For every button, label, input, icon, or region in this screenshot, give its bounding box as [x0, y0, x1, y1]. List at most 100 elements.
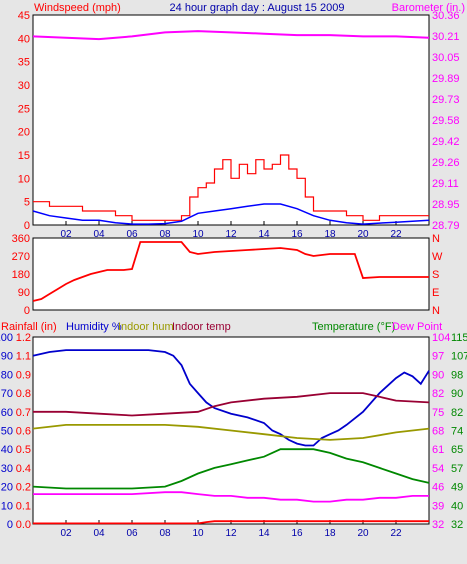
wind-direction-degrees-tick-label: 360: [12, 233, 30, 245]
barometer-tick-label: 30.05: [432, 52, 460, 64]
temperature-outdoor-tick-label: 74: [451, 426, 463, 438]
barometer-tick-label: 29.11: [432, 178, 459, 190]
panel-2-plot-area: [32, 237, 430, 311]
x-tick-label: 18: [324, 528, 336, 539]
temperature-indoor-tick-label: 82: [432, 388, 444, 400]
temperature-indoor-tick-label: 75: [432, 407, 444, 419]
windspeed-axis-label: Windspeed (mph): [34, 2, 121, 14]
wind-direction-degrees-tick-label: 270: [12, 251, 30, 263]
rainfall-tick-label: 0.4: [16, 463, 31, 475]
windspeed-tick-label: 25: [18, 103, 30, 115]
wind-direction-compass-tick-label: W: [432, 251, 443, 263]
temperature-outdoor-tick-label: 40: [451, 500, 463, 512]
barometer-tick-label: 30.36: [432, 10, 460, 22]
temperature-outdoor-tick-label: 82: [451, 407, 463, 419]
indoor-temp-axis-label: Indoor temp: [172, 321, 231, 333]
barometer-tick-label: 28.79: [432, 220, 460, 232]
rainfall-tick-label: 0.6: [16, 426, 31, 438]
temperature-indoor-tick-label: 61: [432, 444, 444, 456]
x-tick-label: 20: [357, 229, 369, 240]
wind-direction-degrees-tick-label: 90: [18, 287, 30, 299]
windspeed-tick-label: 10: [18, 173, 30, 185]
dew-point-line: [33, 491, 429, 503]
barometer-line: [32, 30, 430, 41]
rainfall-tick-label: 0.7: [16, 407, 31, 419]
humidity-tick-label: 70: [1, 388, 13, 400]
temperature-indoor-tick-label: 54: [432, 463, 444, 475]
x-tick-label: 04: [93, 528, 105, 539]
x-tick-label: 10: [192, 229, 204, 240]
x-tick-label: 16: [291, 528, 303, 539]
humidity-tick-label: 100: [0, 332, 13, 344]
temperature-indoor-tick-label: 68: [432, 426, 444, 438]
humidity-tick-label: 40: [1, 444, 13, 456]
barometer-tick-label: 29.58: [432, 115, 460, 127]
windspeed-tick-label: 0: [24, 220, 30, 232]
rainfall-tick-label: 0.2: [16, 482, 31, 494]
windspeed-tick-label: 5: [24, 197, 30, 209]
x-tick-label: 10: [192, 528, 204, 539]
rainfall-axis-label: Rainfall (in): [1, 321, 57, 333]
humidity-tick-label: 10: [1, 500, 13, 512]
temperature-indoor-tick-label: 32: [432, 519, 444, 531]
indoor-temperature-line: [33, 392, 430, 417]
humidity-tick-label: 80: [1, 369, 13, 381]
x-tick-label: 14: [258, 528, 270, 539]
temperature-outdoor-tick-label: 32: [451, 519, 463, 531]
barometer-tick-label: 29.89: [432, 73, 460, 85]
x-tick-label: 12: [225, 528, 237, 539]
temperature-outdoor-tick-label: 98: [451, 369, 463, 381]
temperature-outdoor-tick-label: 115: [451, 332, 467, 344]
dew-point-axis-label: Dew Point: [392, 321, 442, 333]
x-tick-label: 02: [60, 229, 72, 240]
x-tick-label: 18: [324, 229, 336, 240]
humidity-tick-label: 60: [1, 407, 13, 419]
barometer-tick-label: 29.26: [432, 157, 460, 169]
barometer-tick-label: 30.21: [432, 31, 460, 43]
barometer-tick-label: 29.73: [432, 94, 460, 106]
humidity-tick-label: 0: [7, 519, 13, 531]
windspeed-tick-label: 20: [18, 127, 30, 139]
temperature-outdoor-tick-label: 90: [451, 388, 463, 400]
temperature-outdoor-tick-label: 65: [451, 444, 463, 456]
temperature-indoor-tick-label: 46: [432, 482, 444, 494]
rainfall-tick-label: 0.1: [16, 500, 31, 512]
humidity-axis-label: Humidity %: [66, 321, 122, 333]
rainfall-tick-label: 0.0: [16, 519, 31, 531]
windspeed-tick-label: 40: [18, 33, 30, 45]
x-tick-label: 02: [60, 528, 72, 539]
barometer-tick-label: 29.42: [432, 136, 460, 148]
panel-1-plot-area: [32, 14, 430, 226]
wind-direction-degrees-tick-label: 180: [12, 269, 30, 281]
chart-title: 24 hour graph day : August 15 2009: [170, 2, 345, 14]
x-tick-label: 14: [258, 229, 270, 240]
x-tick-label: 16: [291, 229, 303, 240]
x-tick-label: 22: [390, 229, 402, 240]
rainfall-line: [33, 520, 429, 525]
windspeed-tick-label: 15: [18, 150, 30, 162]
temperature-line: [32, 448, 430, 490]
windspeed-tick-label: 45: [18, 10, 30, 22]
temperature-outdoor-tick-label: 49: [451, 482, 463, 494]
wind-direction-compass-tick-label: E: [432, 287, 439, 299]
humidity-tick-label: 90: [1, 351, 13, 363]
temperature-indoor-tick-label: 90: [432, 369, 444, 381]
rainfall-tick-label: 0.8: [16, 388, 31, 400]
wind-direction-line: [32, 241, 429, 302]
barometer-axis-label: Barometer (in.): [392, 2, 465, 14]
temperature-indoor-tick-label: 104: [432, 332, 450, 344]
humidity-tick-label: 30: [1, 463, 13, 475]
humidity-tick-label: 20: [1, 482, 13, 494]
wind-direction-compass-tick-label: N: [432, 233, 440, 245]
x-tick-label: 08: [159, 528, 171, 539]
temperature-axis-label: Temperature (°F): [312, 321, 395, 333]
wind-direction-degrees-tick-label: 0: [24, 305, 30, 317]
indoor-humidity-line: [32, 423, 430, 441]
humidity-tick-label: 50: [1, 426, 13, 438]
temperature-indoor-tick-label: 39: [432, 500, 444, 512]
temperature-outdoor-tick-label: 107: [451, 351, 467, 363]
rainfall-tick-label: 0.5: [16, 444, 31, 456]
x-tick-label: 08: [159, 229, 171, 240]
